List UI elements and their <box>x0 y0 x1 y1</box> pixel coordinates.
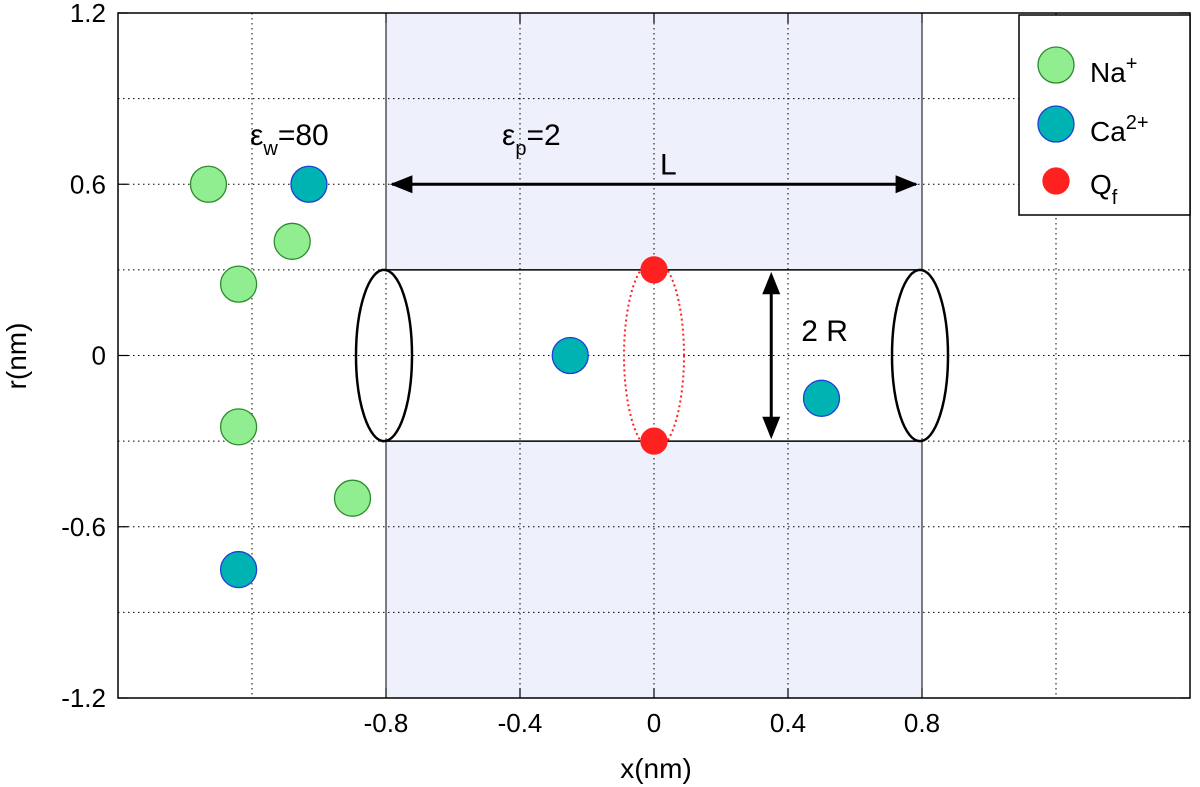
na-ion-marker <box>219 265 258 303</box>
legend: Na+ Ca2+ Qf <box>1018 14 1191 216</box>
pore-cylinder <box>354 175 950 453</box>
y-tick-label: -1.2 <box>61 683 106 713</box>
na-ion-marker <box>333 479 372 517</box>
pore-entrance-left <box>354 268 414 443</box>
na-ion-marker <box>273 222 311 260</box>
x-tick-label: 0.8 <box>904 708 940 738</box>
axes: -0.8 -0.4 0 0.4 0.8 -1.2 -0.6 0 0.6 1.2 <box>61 0 1191 738</box>
eps-p-label: εp=2 <box>502 119 561 160</box>
y-tick-label: 0 <box>92 341 106 371</box>
ca-ion-marker <box>219 550 258 589</box>
length-arrow-head <box>390 175 413 194</box>
legend-marker-na-ion <box>1037 46 1075 84</box>
diameter-arrow-head <box>762 271 781 295</box>
legend-label-qf: Qf <box>1090 169 1118 209</box>
x-tick-label: -0.4 <box>498 708 543 738</box>
ca-ion-marker <box>551 336 589 375</box>
legend-label-ca: Ca2+ <box>1090 112 1149 147</box>
x-axis-label: x(nm) <box>620 753 692 784</box>
y-axis-label: r(nm) <box>1 323 32 390</box>
ion-markers <box>189 165 841 589</box>
membrane-upper <box>386 13 922 270</box>
ca-ion-marker <box>290 165 328 203</box>
pore-entrance-right <box>890 268 950 443</box>
ca-ion-marker <box>802 379 841 417</box>
na-ion-marker <box>219 408 258 446</box>
y-tick-label: 1.2 <box>70 0 106 28</box>
annotations: εw=80 εp=2 L 2 R <box>250 119 848 348</box>
y-tick-label: 0.6 <box>70 169 106 199</box>
length-label: L <box>660 148 677 181</box>
fixed-charge-marker <box>640 256 668 284</box>
x-tick-label: 0 <box>647 708 661 738</box>
eps-w-label: εw=80 <box>250 119 329 160</box>
diameter-label: 2 R <box>801 315 848 348</box>
x-tick-label: 0.4 <box>770 708 806 738</box>
diameter-arrow-head <box>762 416 781 440</box>
fixed-charge-marker <box>640 427 668 455</box>
y-tick-label: -0.6 <box>61 512 106 542</box>
x-tick-label: -0.8 <box>364 708 409 738</box>
na-ion-marker <box>189 165 228 203</box>
legend-label-na: Na+ <box>1090 53 1137 88</box>
legend-marker-ca-ion <box>1037 105 1075 143</box>
length-arrow-head <box>895 175 918 194</box>
legend-marker-fixed-charge <box>1042 167 1070 195</box>
